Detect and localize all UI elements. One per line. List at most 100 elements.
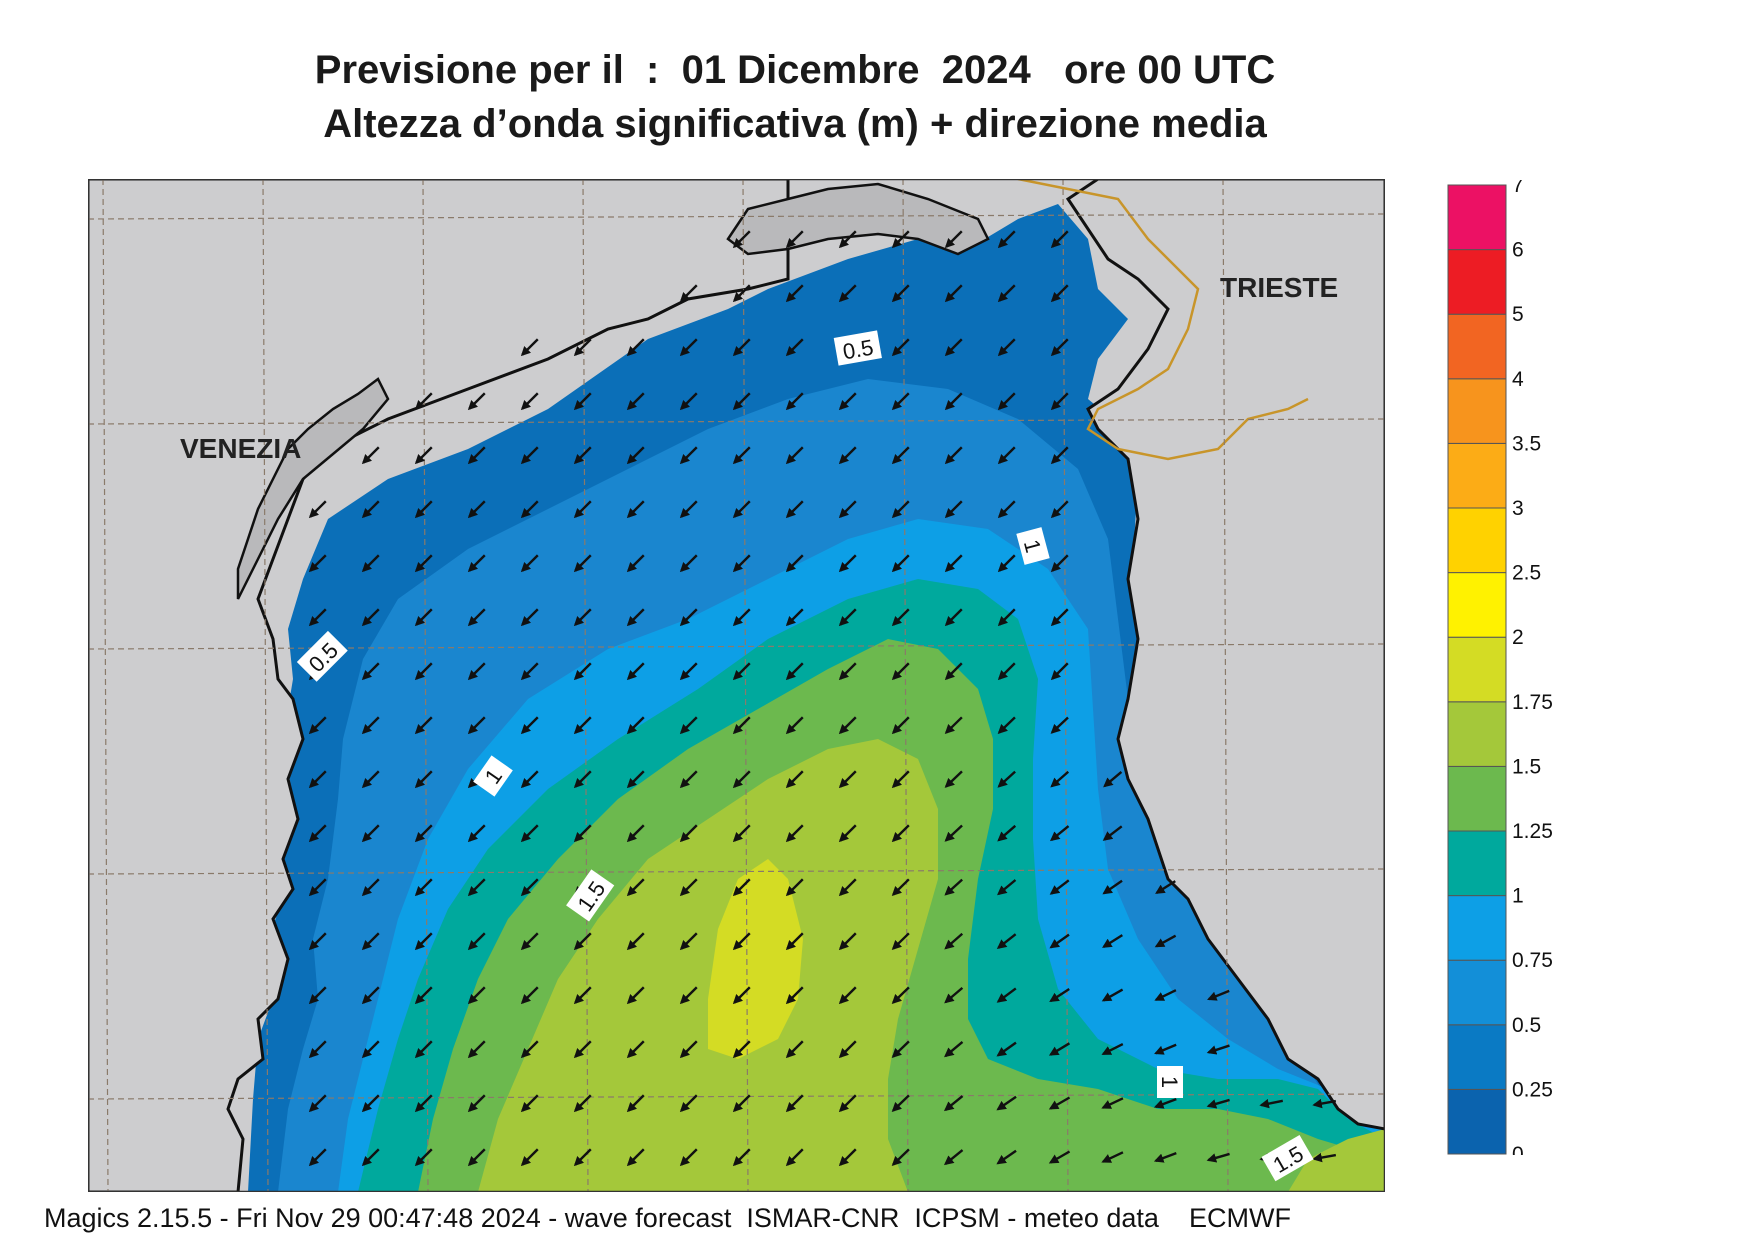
wave-arrow [785, 230, 804, 249]
wave-arrow [1049, 825, 1070, 842]
wave-arrow [414, 878, 433, 897]
wave-arrow [573, 770, 592, 789]
wave-arrow [996, 1041, 1017, 1057]
wave-arrow [308, 1094, 327, 1113]
wave-arrow [891, 230, 910, 249]
wave-arrow [679, 500, 698, 519]
wave-arrow [1049, 987, 1070, 1003]
wave-arrow [308, 1040, 327, 1059]
wave-arrow [1048, 1150, 1071, 1164]
legend-color-box [1447, 830, 1507, 897]
wave-arrow [996, 933, 1017, 949]
legend-tick-label: 1.5 [1512, 755, 1541, 778]
wave-arrow [308, 554, 327, 573]
wave-arrow [361, 662, 380, 681]
wave-arrow [467, 1148, 486, 1167]
wave-arrow [361, 446, 380, 465]
wave-arrow [679, 392, 698, 411]
wave-arrow [626, 500, 645, 519]
wave-arrow [520, 986, 539, 1005]
wave-arrow [467, 716, 486, 735]
contour-label: 1 [1157, 1066, 1183, 1098]
wave-arrow [785, 824, 804, 843]
wave-arrow [944, 500, 963, 519]
map-title: Previsione per il : 01 Dicembre 2024 ore… [314, 48, 1276, 92]
wave-arrow [891, 284, 910, 303]
wave-arrow [361, 1040, 380, 1059]
wave-arrow [1050, 284, 1069, 303]
wave-arrow [891, 1148, 910, 1166]
wave-arrow [997, 716, 1016, 734]
legend-color-box [1447, 765, 1507, 832]
wave-arrow [891, 446, 910, 465]
wave-arrow [1206, 1044, 1230, 1055]
land-grado [726, 182, 990, 256]
legend-color-box [1447, 959, 1507, 1026]
wave-arrow [891, 608, 910, 627]
wave-arrow [1050, 608, 1069, 627]
wave-arrow [1049, 933, 1070, 949]
legend-tick-label: 6 [1512, 239, 1524, 262]
wave-arrow [626, 608, 645, 627]
wave-arrow [838, 1148, 857, 1167]
wave-arrow [785, 1148, 804, 1167]
wave-arrow [891, 932, 910, 951]
wave-arrow [944, 662, 963, 681]
wave-arrow [361, 824, 380, 843]
wave-arrow [308, 770, 327, 789]
wave-arrow [361, 986, 380, 1005]
wave-arrow [308, 824, 327, 843]
wave-arrow [997, 500, 1016, 519]
wave-arrow [414, 1148, 433, 1167]
legend-color-box [1447, 1024, 1507, 1090]
wave-arrow [361, 500, 380, 519]
wave-arrow [997, 338, 1016, 357]
wave-arrow [1153, 1097, 1177, 1109]
city-label-venezia: VENEZIA [180, 433, 301, 464]
wave-arrow [520, 824, 539, 843]
wave-arrow [467, 500, 486, 519]
wave-arrow [679, 662, 698, 681]
wave-arrow [520, 662, 539, 681]
wave-arrow [573, 554, 592, 573]
wave-arrow [732, 608, 751, 627]
land-istria [1065, 179, 1385, 1131]
wave-arrow [1153, 1151, 1177, 1163]
wave-arrow [996, 1095, 1017, 1111]
wave-arrow [785, 554, 804, 573]
wave-arrow [838, 1040, 857, 1059]
wave-arrow [944, 284, 963, 303]
wave-arrow [944, 770, 963, 788]
wave-arrow [838, 716, 857, 735]
wave-arrow [997, 392, 1016, 411]
wave-arrow [626, 878, 645, 897]
wave-arrow [891, 716, 910, 735]
wave-arrow [785, 878, 804, 897]
wave-arrow [1049, 879, 1070, 895]
wave-arrow [944, 392, 963, 411]
wave-arrow [997, 446, 1016, 465]
wave-arrow [1050, 554, 1069, 573]
wave-arrow [361, 878, 380, 897]
wave-arrow [997, 770, 1016, 788]
wave-arrow [891, 338, 910, 357]
wave-arrow [785, 716, 804, 735]
wave-arrow [414, 608, 433, 627]
wave-arrow [679, 716, 698, 735]
wave-arrow [785, 1040, 804, 1059]
wave-arrow [732, 500, 751, 519]
legend-color-box [1447, 636, 1507, 703]
wave-arrow [1101, 1097, 1124, 1109]
wave-arrow [732, 1094, 751, 1113]
land-venezia [88, 179, 790, 1192]
wave-arrow [414, 1094, 433, 1113]
legend-tick-label: 2.5 [1512, 562, 1541, 585]
wave-arrow [679, 446, 698, 465]
wave-arrow [1207, 989, 1230, 1001]
map-subtitle: Altezza d’onda significativa (m) + direz… [323, 102, 1267, 146]
wave-arrow [573, 824, 592, 843]
svg-text:1: 1 [1157, 1076, 1182, 1088]
wave-arrow [679, 932, 698, 951]
sea-band-1-5-se [1288, 1129, 1385, 1192]
wave-arrow [626, 392, 645, 411]
